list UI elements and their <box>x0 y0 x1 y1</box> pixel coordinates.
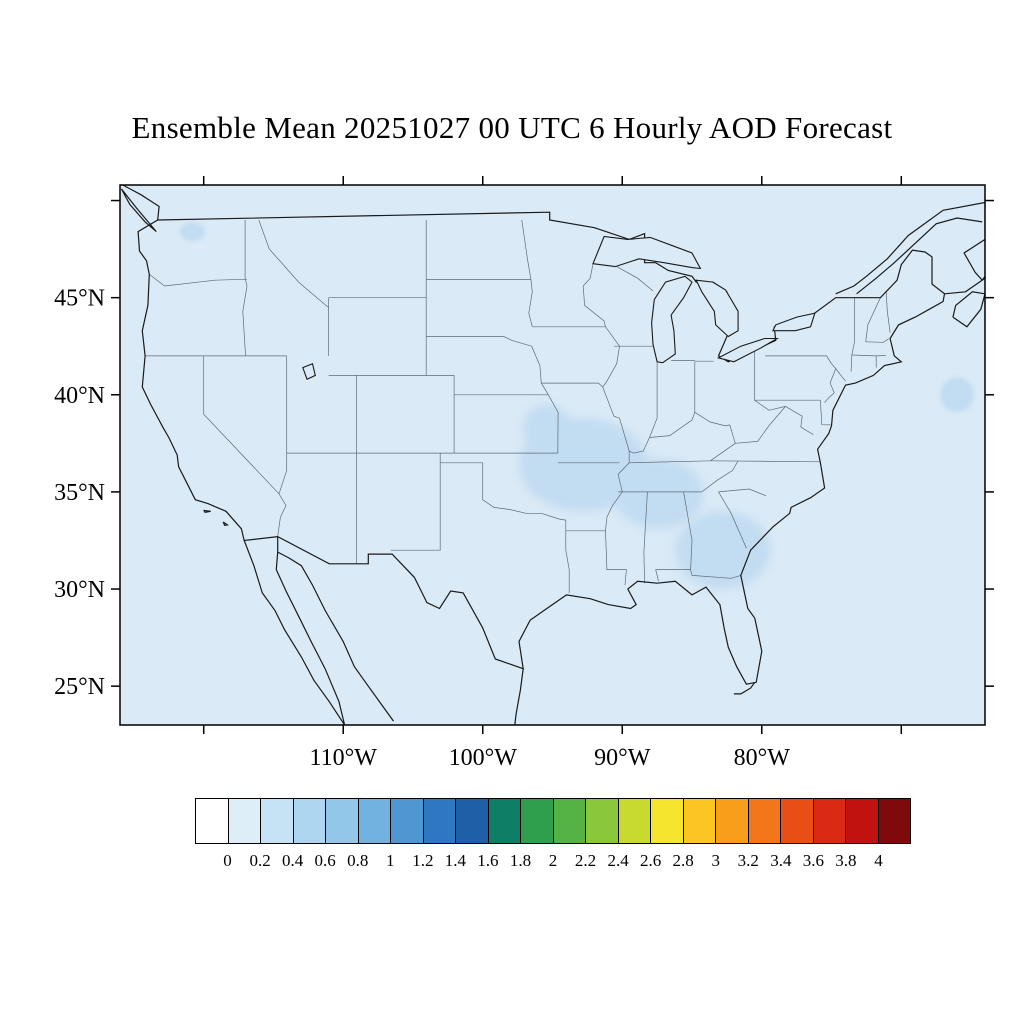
colorbar-tick-label: 0.8 <box>347 851 369 870</box>
lon-tick-label: 80°W <box>734 745 791 771</box>
state-borders <box>145 219 891 593</box>
colorbar-tick-label: 3.8 <box>835 851 857 870</box>
colorbar-tick-label: 0.4 <box>282 851 304 870</box>
colorbar-tick-label: 2.4 <box>607 851 629 870</box>
colorbar-cells <box>195 798 911 844</box>
colorbar-tick-label: 1.2 <box>412 851 434 870</box>
aod-patch-offshore-atlantic <box>940 377 974 413</box>
aod-patch-north-central-washington <box>179 221 206 242</box>
colorbar-tick-label: 4 <box>874 851 883 870</box>
axis-labels: 110°W 100°W 90°W 80°W 45°N 40°N 35°N 30°N 25°N <box>54 286 790 771</box>
colorbar-tick-label: 2.2 <box>574 851 597 870</box>
colorbar-labels: 0 0.2 0.4 0.6 0.8 1 1.2 1.4 1.6 1.8 2 2.2 2.4 2.6 2.8 3… <box>195 851 911 875</box>
colorbar-cell <box>521 799 554 843</box>
map-plot: 110°W 100°W 90°W 80°W 45°N 40°N 35°N 30°N 25°N <box>54 176 994 771</box>
map-layers <box>120 185 985 725</box>
colorbar-cell <box>553 799 586 843</box>
colorbar-tick-label: 0.2 <box>249 851 271 870</box>
lakes <box>302 235 816 380</box>
colorbar-tick-label: 0.6 <box>314 851 336 870</box>
lat-tick-label: 45°N <box>54 286 105 312</box>
lon-tick-label: 110°W <box>310 745 378 771</box>
colorbar: 0 0.2 0.4 0.6 0.8 1 1.2 1.4 1.6 1.8 2 2.2 2.4 2.6 2.8 3… <box>195 798 911 875</box>
plot-title: Ensemble Mean 20251027 00 UTC 6 Hourly A… <box>131 110 893 145</box>
lat-tick-label: 40°N <box>54 383 105 409</box>
colorbar-cell <box>748 799 781 843</box>
colorbar-tick-label: 1.6 <box>477 851 499 870</box>
colorbar-tick-label: 1.8 <box>509 851 532 870</box>
colorbar-cell <box>456 799 489 843</box>
lat-tick-label: 30°N <box>54 577 105 603</box>
colorbar-cell <box>781 799 814 843</box>
colorbar-cell <box>293 799 326 843</box>
colorbar-cell <box>683 799 716 843</box>
plot-frame <box>119 184 986 726</box>
colorbar-cell <box>423 799 456 843</box>
colorbar-tick-label: 3.2 <box>737 851 759 870</box>
colorbar-cell <box>846 799 879 843</box>
aod-patches <box>179 221 974 589</box>
lat-tick-label: 35°N <box>54 480 105 506</box>
colorbar-tick-label: 3.4 <box>770 851 792 870</box>
colorbar-tick-label: 2.6 <box>640 851 662 870</box>
colorbar-tick-label: 1 <box>386 851 395 870</box>
colorbar-cell <box>878 799 910 843</box>
lon-tick-label: 90°W <box>594 745 651 771</box>
colorbar-cell <box>196 799 229 843</box>
colorbar-tick-label: 2 <box>548 851 558 870</box>
axis-ticks <box>111 176 994 734</box>
colorbar-cell <box>228 799 261 843</box>
colorbar-cell <box>651 799 684 843</box>
colorbar-cell <box>261 799 294 843</box>
lat-tick-label: 25°N <box>54 674 105 700</box>
colorbar-cell <box>488 799 521 843</box>
aod-patch-tennessee-valley <box>613 458 704 529</box>
aod-patch-eastern-kansas <box>523 404 571 452</box>
colorbar-cell <box>358 799 391 843</box>
colorbar-tick-label: 3.6 <box>802 851 824 870</box>
colorbar-tick-label: 0 <box>223 851 232 870</box>
colorbar-cell <box>813 799 846 843</box>
colorbar-tick-label: 1.4 <box>444 851 466 870</box>
colorbar-cell <box>326 799 359 843</box>
colorbar-cell <box>716 799 749 843</box>
colorbar-cell <box>618 799 651 843</box>
colorbar-cell <box>586 799 619 843</box>
colorbar-cell <box>391 799 424 843</box>
lon-tick-label: 100°W <box>449 745 518 771</box>
colorbar-tick-label: 2.8 <box>672 851 694 870</box>
aod-patch-georgia <box>675 511 771 589</box>
colorbar-tick-label: 3 <box>711 851 720 870</box>
